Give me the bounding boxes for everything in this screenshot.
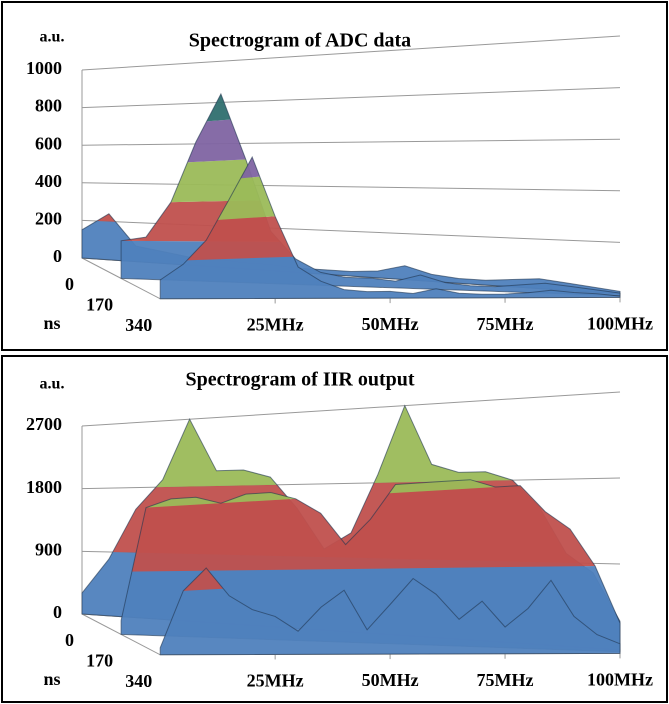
y-tick-label: 2700 (26, 414, 62, 434)
y-tick-label: 0 (53, 246, 62, 266)
y-tick-label: 600 (35, 133, 62, 153)
x-tick-label: 100MHz (587, 314, 653, 334)
depth-tick-label: 0 (65, 630, 74, 650)
x-tick-label: 50MHz (362, 670, 419, 690)
panel-border (1, 1, 668, 351)
chart-title: Spectrogram of ADC data (189, 30, 411, 52)
depth-tick-label: 0 (65, 274, 74, 294)
y-tick-label: 1800 (26, 477, 62, 497)
surface-edge (159, 567, 621, 656)
grid-line (81, 138, 621, 146)
chart: 0 900 1800 2700 Spectrogram of IIR output a.u… (26, 369, 653, 691)
surface-band (160, 568, 620, 655)
surface-band (160, 245, 620, 299)
grid-line (81, 35, 621, 71)
x-tick-label: 25MHz (247, 315, 304, 335)
y-tick-label: 1000 (26, 58, 62, 78)
depth-tick-label: 340 (125, 315, 152, 335)
panel-border (1, 355, 668, 703)
y-axis-label: a.u. (40, 29, 65, 46)
depth-tick-label: 340 (125, 671, 152, 691)
grid-line (81, 182, 621, 192)
y-tick-label: 400 (35, 171, 62, 191)
x-tick-label: 75MHz (477, 314, 534, 334)
surface-edge (120, 92, 621, 297)
surface-band (121, 479, 620, 572)
x-tick-label: 50MHz (362, 314, 419, 334)
y-tick-label: 900 (35, 539, 62, 559)
grid-line (81, 87, 621, 109)
x-tick-label: 100MHz (587, 670, 653, 690)
depth-axis-label: ns (43, 669, 60, 689)
depth-tick-label: 170 (86, 295, 113, 315)
y-axis-label: a.u. (40, 376, 65, 393)
chart: 0 200 400 600 800 1000 Spectrogram of ADC data… (26, 29, 653, 335)
y-tick-label: 0 (53, 602, 62, 622)
x-tick-label: 75MHz (477, 670, 534, 690)
y-tick-label: 200 (35, 209, 62, 229)
x-tick-label: 25MHz (247, 671, 304, 691)
grid-line (81, 391, 621, 427)
surface-edge (159, 155, 621, 300)
surface-edge (120, 479, 621, 653)
y-tick-label: 800 (35, 96, 62, 116)
chart-title: Spectrogram of IIR output (185, 369, 414, 391)
depth-tick-label: 170 (86, 651, 113, 671)
depth-axis-label: ns (43, 313, 60, 333)
